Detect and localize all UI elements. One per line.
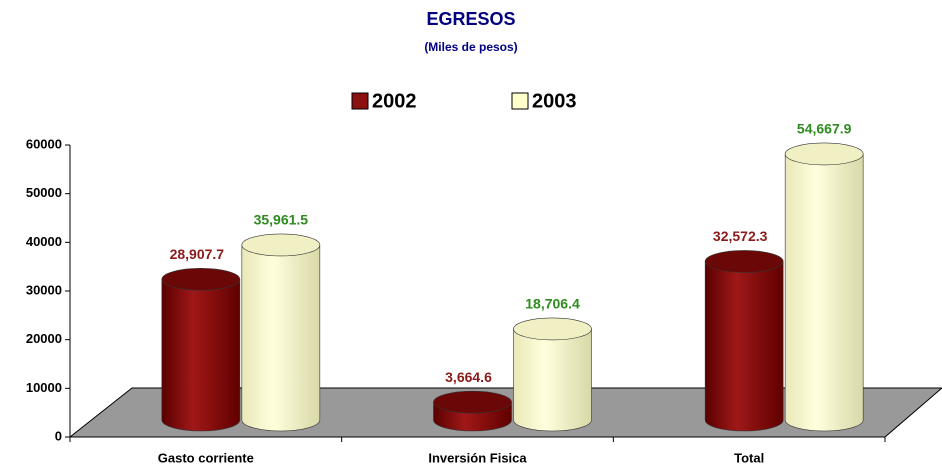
chart-title: EGRESOS <box>426 9 515 29</box>
data-label: 18,706.4 <box>525 296 580 312</box>
data-label: 28,907.7 <box>170 246 225 262</box>
data-label: 35,961.5 <box>254 212 309 228</box>
bar-top <box>704 250 784 273</box>
chart-subtitle: (Miles de pesos) <box>424 40 517 54</box>
bar-top <box>433 390 512 414</box>
y-tick-label: 40000 <box>26 234 62 249</box>
y-tick-label: 50000 <box>26 185 62 200</box>
bar-top <box>241 233 321 257</box>
x-tick-label: Gasto corriente <box>158 450 254 465</box>
bar-top <box>161 268 241 291</box>
bar <box>241 244 321 432</box>
bar-top <box>784 142 864 166</box>
legend-label: 2003 <box>532 90 577 112</box>
y-tick-label: 10000 <box>26 380 62 395</box>
y-tick-label: 30000 <box>26 282 62 297</box>
legend-swatch <box>511 92 529 110</box>
legend-swatch <box>351 92 369 110</box>
data-label: 54,667.9 <box>797 121 852 137</box>
y-tick-label: 20000 <box>26 331 62 346</box>
y-tick-label: 60000 <box>26 136 62 151</box>
y-tick-label: 0 <box>55 428 62 443</box>
bar <box>513 328 592 432</box>
bar-top <box>513 317 592 341</box>
bar <box>161 279 241 432</box>
data-label: 3,664.6 <box>445 369 492 385</box>
bar <box>704 261 784 432</box>
x-tick-label: Total <box>734 450 764 465</box>
legend-label: 2002 <box>372 90 417 112</box>
data-label: 32,572.3 <box>713 228 768 244</box>
bar <box>784 153 864 432</box>
x-tick-label: Inversión Fisica <box>428 450 527 465</box>
